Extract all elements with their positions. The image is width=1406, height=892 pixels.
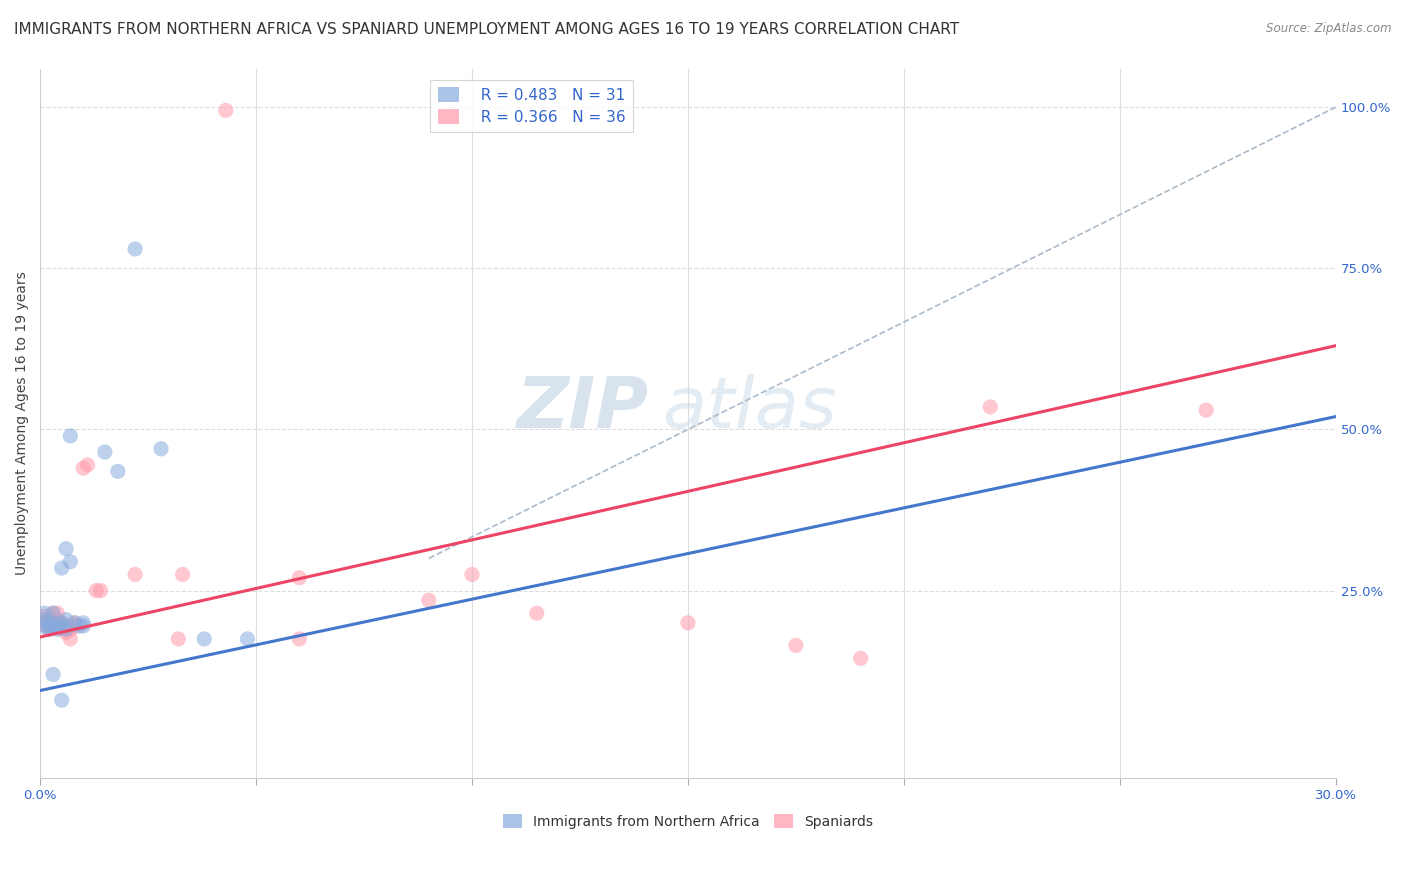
Text: atlas: atlas (662, 375, 837, 443)
Point (67, 619, 90, 633)
Point (38, 613, 60, 627)
Point (107, 464, 129, 478)
Point (51, 619, 73, 633)
Point (51, 615, 73, 630)
Point (38, 622, 60, 636)
Point (288, 571, 311, 585)
Point (46, 622, 69, 636)
Point (1195, 403, 1218, 417)
Point (34, 615, 56, 630)
Point (785, 639, 807, 653)
Point (59, 622, 82, 636)
Point (55, 541, 77, 556)
Point (34, 606, 56, 620)
Text: IMMIGRANTS FROM NORTHERN AFRICA VS SPANIARD UNEMPLOYMENT AMONG AGES 16 TO 19 YEA: IMMIGRANTS FROM NORTHERN AFRICA VS SPANI… (14, 22, 959, 37)
Point (34, 613, 56, 627)
Point (150, 442, 173, 456)
Text: ZIP: ZIP (517, 375, 650, 443)
Point (72, 615, 94, 630)
Point (72, 461, 94, 475)
Point (42, 606, 65, 620)
Point (38, 615, 60, 630)
Point (676, 615, 699, 630)
Point (55, 613, 77, 627)
Point (42, 615, 65, 630)
Point (42, 615, 65, 630)
Point (46, 613, 69, 627)
Point (84, 583, 107, 598)
Legend: Immigrants from Northern Africa, Spaniards: Immigrants from Northern Africa, Spaniar… (498, 809, 879, 834)
Point (38, 619, 60, 633)
Point (172, 567, 194, 582)
Point (42, 619, 65, 633)
Point (55, 625, 77, 640)
Point (46, 606, 69, 620)
Text: Source: ZipAtlas.com: Source: ZipAtlas.com (1267, 22, 1392, 36)
Point (51, 693, 73, 707)
Point (193, 632, 215, 646)
Point (63, 619, 86, 633)
Point (849, 651, 872, 665)
Point (979, 400, 1001, 414)
Point (461, 567, 484, 582)
Point (215, 103, 238, 118)
Point (38, 619, 60, 633)
Point (76, 458, 98, 472)
Point (59, 555, 82, 569)
Point (72, 619, 94, 633)
Point (90, 583, 112, 598)
Point (63, 615, 86, 630)
Point (34, 619, 56, 633)
Point (55, 619, 77, 633)
Point (63, 615, 86, 630)
Point (51, 615, 73, 630)
Point (42, 667, 65, 681)
Point (124, 567, 146, 582)
Point (288, 632, 311, 646)
Point (38, 622, 60, 636)
Point (124, 242, 146, 256)
Point (51, 622, 73, 636)
Point (167, 632, 190, 646)
Point (42, 606, 65, 620)
Point (55, 622, 77, 636)
Point (236, 632, 259, 646)
Point (59, 429, 82, 443)
Y-axis label: Unemployment Among Ages 16 to 19 years: Unemployment Among Ages 16 to 19 years (15, 271, 30, 575)
Point (46, 619, 69, 633)
Point (418, 593, 440, 607)
Point (51, 561, 73, 575)
Point (59, 632, 82, 646)
Point (42, 619, 65, 633)
Point (526, 606, 548, 620)
Point (34, 609, 56, 624)
Point (94, 445, 117, 459)
